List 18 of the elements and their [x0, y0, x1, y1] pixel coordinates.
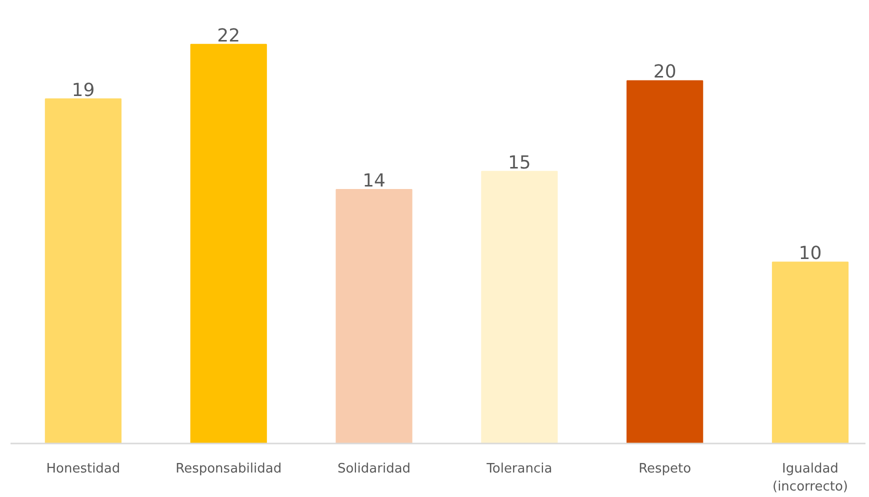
bar — [190, 44, 267, 444]
data-label: 10 — [798, 243, 822, 264]
x-tick-label: Responsabilidad — [176, 462, 282, 476]
x-tick-label: Honestidad — [46, 462, 120, 476]
x-tick-label: Igualdad (incorrecto) — [772, 462, 848, 494]
x-tick-label: Tolerancia — [486, 462, 552, 476]
data-label: 22 — [217, 25, 240, 46]
data-label: 20 — [653, 62, 676, 83]
data-label: 19 — [72, 80, 95, 101]
bar — [626, 80, 704, 444]
data-label: 15 — [508, 152, 531, 174]
bar — [336, 189, 412, 444]
bar — [44, 98, 122, 444]
data-label: 14 — [362, 170, 386, 192]
bar — [481, 170, 558, 444]
x-tick-label: Solidaridad — [337, 462, 411, 476]
bar — [772, 262, 849, 444]
x-tick-label: Respeto — [638, 462, 692, 476]
